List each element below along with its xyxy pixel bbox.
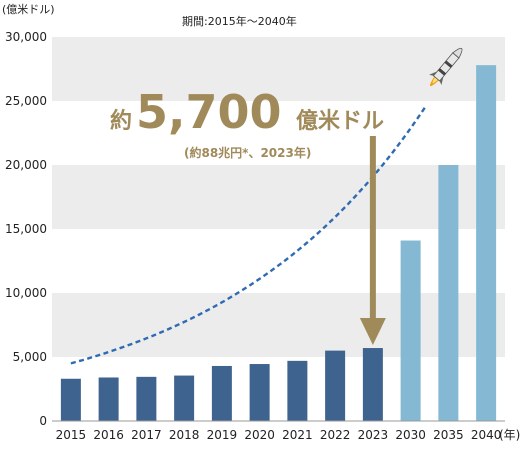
x-tick-label: 2022 — [320, 428, 351, 442]
y-axis-unit-label: (億米ドル) — [2, 3, 55, 16]
bar-2023 — [362, 348, 383, 421]
callout-prefix: 約 — [110, 108, 132, 134]
bars — [60, 65, 497, 421]
x-tick-label: 2019 — [207, 428, 238, 442]
x-tick-label: 2040 — [471, 428, 502, 442]
arrow-head — [359, 318, 386, 346]
chart-title: 期間:2015年～2040年 — [182, 14, 297, 28]
bar-2030 — [400, 240, 421, 421]
callout-unit: 億米ドル — [296, 108, 384, 134]
grid-band — [52, 293, 505, 357]
grid-band — [52, 37, 505, 101]
y-axis-tick-labels: 0 5,000 10,000 15,000 20,000 25,000 30,000 — [5, 30, 47, 428]
arrow-shaft — [369, 136, 376, 319]
x-axis-unit-label: (年) — [499, 428, 520, 442]
y-tick-label: 25,000 — [5, 94, 47, 108]
y-tick-label: 10,000 — [5, 286, 47, 300]
y-tick-label: 0 — [39, 414, 47, 428]
x-tick-label: 2015 — [56, 428, 87, 442]
bar-2019 — [211, 365, 232, 421]
y-tick-label: 5,000 — [13, 350, 47, 364]
bar-2015 — [60, 378, 81, 421]
x-tick-label: 2020 — [244, 428, 275, 442]
x-tick-label: 2016 — [93, 428, 124, 442]
grid-band — [52, 165, 505, 229]
bar-2018 — [174, 375, 195, 421]
y-tick-label: 20,000 — [5, 158, 47, 172]
bar-2021 — [287, 360, 308, 421]
bar-2022 — [325, 350, 346, 421]
callout-subtext: (約88兆円*、2023年) — [184, 145, 311, 160]
y-tick-label: 15,000 — [5, 222, 47, 236]
bar-2020 — [249, 364, 270, 421]
trend-line — [70, 106, 426, 365]
x-tick-label: 2017 — [131, 428, 162, 442]
bar-2035 — [438, 165, 459, 421]
x-axis-tick-labels: 2015 2016 2017 2018 2019 2020 2021 2022 2023 2030… — [56, 428, 502, 442]
callout-value: 5,700 — [136, 85, 282, 139]
bar-2040 — [476, 65, 497, 421]
grid-bands — [52, 37, 505, 357]
bar-2017 — [136, 376, 157, 421]
callout-arrow — [359, 136, 386, 346]
rocket-icon — [429, 47, 463, 87]
x-tick-label: 2030 — [395, 428, 426, 442]
x-tick-label: 2023 — [358, 428, 389, 442]
x-tick-label: 2018 — [169, 428, 200, 442]
x-tick-label: 2021 — [282, 428, 313, 442]
x-tick-label: 2035 — [433, 428, 464, 442]
y-tick-label: 30,000 — [5, 30, 47, 44]
bar-2016 — [98, 377, 119, 421]
